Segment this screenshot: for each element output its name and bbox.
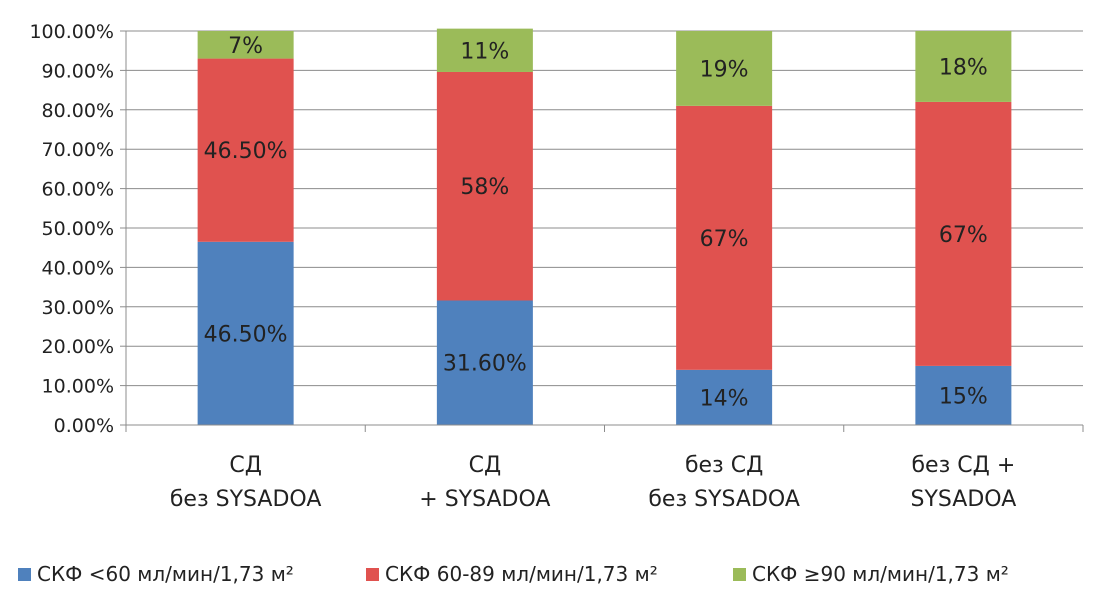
category-label: без СД + (911, 453, 1015, 478)
y-tick-label: 100.00% (29, 21, 114, 43)
bar-segment (676, 369, 773, 425)
bar-segment (197, 58, 294, 242)
category-label: СД (469, 453, 502, 478)
legend-label: СКФ <60 мл/мин/1,73 м² (37, 562, 294, 586)
x-axis: СД без SYSADOA СД + SYSADOA без СД без SYSADO… (125, 424, 1084, 512)
category-label: без СД (685, 453, 763, 478)
y-tick-label: 40.00% (42, 257, 114, 279)
y-tick-label: 60.00% (42, 179, 114, 201)
category-label: СД (229, 453, 262, 478)
data-labels: 46.50% 46.50% 7% 31.60% 58% 11% 14% 67% 19% 15% 67… (204, 34, 988, 412)
data-label: 67% (700, 227, 749, 252)
data-label: 18% (939, 55, 988, 80)
data-label: 58% (460, 175, 509, 200)
y-axis-ticks: 0.00% 10.00% 20.00% 30.00% 40.00% 50.00% 60.00… (29, 21, 127, 437)
y-tick-label: 90.00% (42, 60, 114, 82)
y-tick-label: 80.00% (42, 100, 114, 122)
legend-swatch (18, 568, 31, 581)
bars (197, 28, 1012, 425)
bar-segment (436, 28, 533, 72)
data-label: 67% (939, 223, 988, 248)
legend-swatch (733, 568, 746, 581)
bar-segment (197, 31, 294, 59)
data-label: 15% (939, 384, 988, 409)
y-tick-label: 0.00% (54, 415, 114, 437)
bar-segment (915, 365, 1012, 425)
data-label: 19% (700, 57, 749, 82)
legend-label: СКФ 60-89 мл/мин/1,73 м² (385, 562, 658, 586)
data-label: 31.60% (443, 352, 527, 377)
data-label: 7% (228, 34, 263, 59)
category-label: SYSADOA (911, 487, 1017, 512)
data-label: 46.50% (204, 322, 288, 347)
bar-segment (915, 31, 1012, 102)
y-tick-label: 20.00% (42, 336, 114, 358)
y-tick-label: 50.00% (42, 218, 114, 240)
bar-segment (436, 71, 533, 301)
bar-segment (915, 101, 1012, 366)
y-tick-label: 70.00% (42, 139, 114, 161)
category-label: без SYSADOA (170, 487, 322, 512)
legend-label: СКФ ≥90 мл/мин/1,73 м² (752, 562, 1009, 586)
legend: СКФ <60 мл/мин/1,73 м² СКФ 60-89 мл/мин/1… (18, 562, 1009, 586)
bar-segment (197, 241, 294, 425)
data-label: 11% (460, 39, 509, 64)
category-label: + SYSADOA (419, 487, 550, 512)
data-label: 14% (700, 386, 749, 411)
y-tick-label: 30.00% (42, 297, 114, 319)
bar-segment (676, 31, 773, 106)
y-tick-label: 10.00% (42, 376, 114, 398)
category-label: без SYSADOA (648, 487, 800, 512)
legend-swatch (366, 568, 379, 581)
data-label: 46.50% (204, 139, 288, 164)
bar-segment (676, 105, 773, 370)
bar-segment (436, 300, 533, 425)
